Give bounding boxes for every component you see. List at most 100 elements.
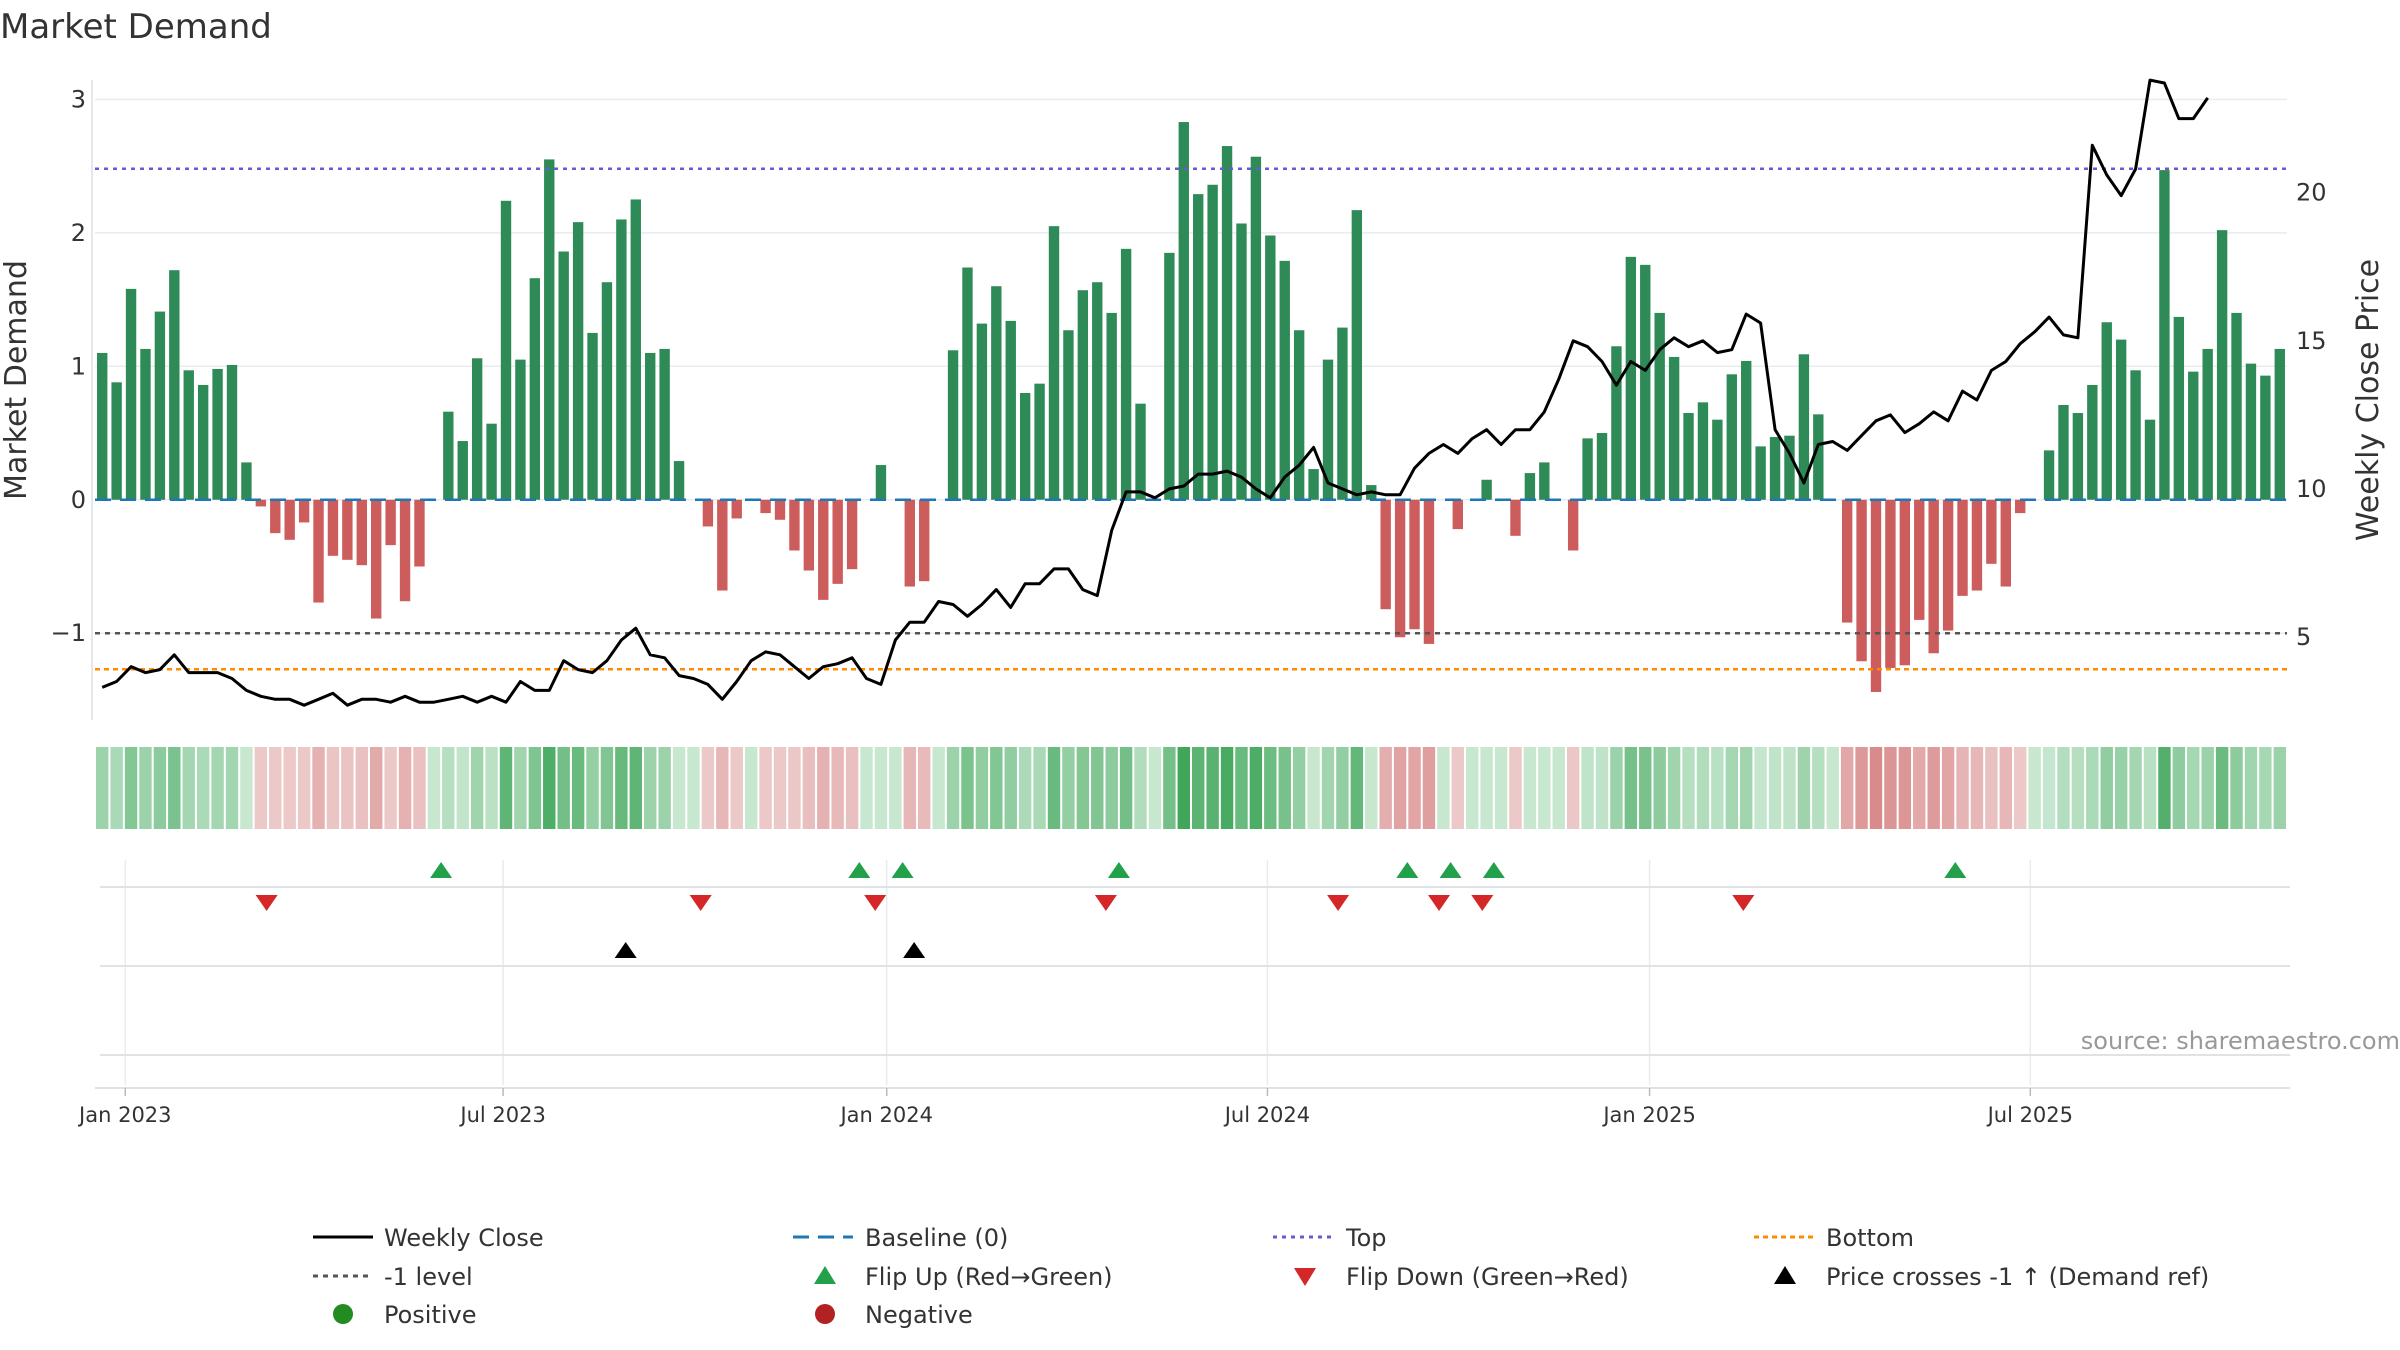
- heat-cell: [1768, 747, 1782, 829]
- negative-demand-bar: [1971, 499, 1983, 591]
- legend: Weekly Close Baseline (0) Top Bottom -1 …: [313, 1224, 2209, 1329]
- right-tick-label: 15: [2296, 327, 2327, 355]
- flip-up-marker: [1482, 862, 1505, 878]
- positive-demand-bar: [1741, 360, 1752, 500]
- heat-cell: [2158, 747, 2171, 829]
- heat-cell: [1192, 747, 1205, 829]
- positive-demand-bar: [1005, 320, 1016, 500]
- positive-demand-bar: [1106, 312, 1117, 500]
- heat-cell: [961, 747, 974, 829]
- positive-demand-bar: [616, 219, 627, 500]
- heat-cell: [932, 747, 945, 829]
- heat-cell: [326, 747, 340, 829]
- positive-demand-bar: [659, 348, 670, 500]
- heat-cell: [1927, 747, 1940, 829]
- positive-demand-bar: [1178, 122, 1189, 500]
- heat-cell: [2187, 747, 2200, 829]
- right-tick-label: 5: [2296, 623, 2311, 651]
- heat-cell: [1480, 747, 1493, 829]
- heat-cell: [1336, 747, 1349, 829]
- positive-demand-bar: [197, 384, 209, 500]
- legend-bottom: Bottom: [1826, 1224, 1914, 1252]
- legend-price-cross: Price crosses -1 ↑ (Demand ref): [1826, 1263, 2209, 1291]
- heat-cell: [1610, 747, 1623, 829]
- heat-cell: [543, 747, 556, 829]
- legend-positive-icon: [333, 1304, 353, 1324]
- heat-cell: [514, 747, 527, 829]
- heat-cell: [211, 747, 224, 829]
- heat-cell: [1653, 747, 1666, 829]
- legend-positive: Positive: [384, 1301, 477, 1329]
- heat-cell: [1134, 747, 1147, 829]
- negative-demand-bar: [1841, 499, 1853, 623]
- positive-demand-bar: [544, 159, 555, 500]
- x-tick-label: Jul 2023: [458, 1103, 545, 1127]
- positive-demand-bar: [2072, 413, 2084, 500]
- positive-demand-bar: [2216, 230, 2228, 500]
- heat-cell: [716, 747, 729, 829]
- negative-demand-bar: [919, 499, 930, 582]
- heat-cell: [629, 747, 642, 829]
- negative-demand-bar: [1567, 499, 1579, 551]
- heat-cell: [2244, 747, 2258, 829]
- heat-cell: [427, 747, 441, 829]
- negative-demand-bar: [1394, 499, 1406, 638]
- heat-cell: [1264, 747, 1277, 829]
- negative-demand-bar: [385, 499, 396, 546]
- heat-cell: [1163, 747, 1176, 829]
- heat-cell: [413, 747, 426, 829]
- positive-demand-bar: [572, 222, 584, 500]
- negative-demand-bar: [414, 499, 425, 567]
- flip-up-marker: [1439, 862, 1462, 878]
- positive-demand-bar: [645, 352, 656, 500]
- heat-cell: [1278, 747, 1291, 829]
- heat-cell: [1523, 747, 1537, 829]
- demand-heat-strip: [96, 747, 2286, 829]
- heat-cell: [1999, 747, 2012, 829]
- negative-demand-bar: [270, 499, 281, 534]
- positive-demand-bar: [2144, 419, 2156, 500]
- heat-cell: [2042, 747, 2056, 829]
- left-axis-label: Market Demand: [0, 260, 34, 500]
- positive-demand-bar: [962, 267, 973, 500]
- heat-cell: [1004, 747, 1017, 829]
- heat-cell: [1408, 747, 1421, 829]
- heat-cell: [182, 747, 195, 829]
- flip-up-marker: [430, 862, 453, 878]
- positive-demand-bar: [601, 282, 613, 500]
- heat-cell: [1509, 747, 1522, 829]
- heat-cell: [2172, 747, 2186, 829]
- heat-cell: [528, 747, 542, 829]
- heat-cell: [672, 747, 686, 829]
- positive-demand-bar: [1524, 473, 1536, 500]
- right-tick-label: 10: [2296, 475, 2327, 503]
- legend-flip-down: Flip Down (Green→Red): [1346, 1263, 1629, 1291]
- heat-cell: [1970, 747, 1984, 829]
- positive-demand-bar: [2231, 312, 2242, 500]
- heat-cell: [975, 747, 989, 829]
- heat-cell: [1249, 747, 1263, 829]
- heat-cell: [1119, 747, 1133, 829]
- heat-cell: [1091, 747, 1104, 829]
- positive-demand-bar: [1798, 354, 1810, 500]
- heat-cell: [903, 747, 916, 829]
- heat-cell: [1725, 747, 1738, 829]
- negative-demand-bar: [702, 499, 714, 527]
- heat-cell: [845, 747, 859, 829]
- heat-cell: [1667, 747, 1681, 829]
- positive-demand-bar: [2159, 170, 2170, 500]
- positive-demand-bar: [2115, 339, 2127, 500]
- positive-demand-bar: [1712, 419, 1723, 500]
- negative-demand-bar: [846, 499, 858, 570]
- flip-down-marker: [255, 895, 278, 911]
- positive-demand-bar: [1221, 146, 1233, 500]
- legend-baseline: Baseline (0): [865, 1224, 1008, 1252]
- negative-demand-bar: [1957, 499, 1968, 596]
- negative-demand-bar: [356, 499, 367, 566]
- positive-demand-bar: [1077, 290, 1089, 500]
- positive-demand-bar: [1726, 374, 1737, 500]
- flip-up-marker: [848, 862, 871, 878]
- heat-cell: [1018, 747, 1032, 829]
- positive-demand-bar: [558, 251, 569, 500]
- negative-demand-bar: [1409, 499, 1420, 630]
